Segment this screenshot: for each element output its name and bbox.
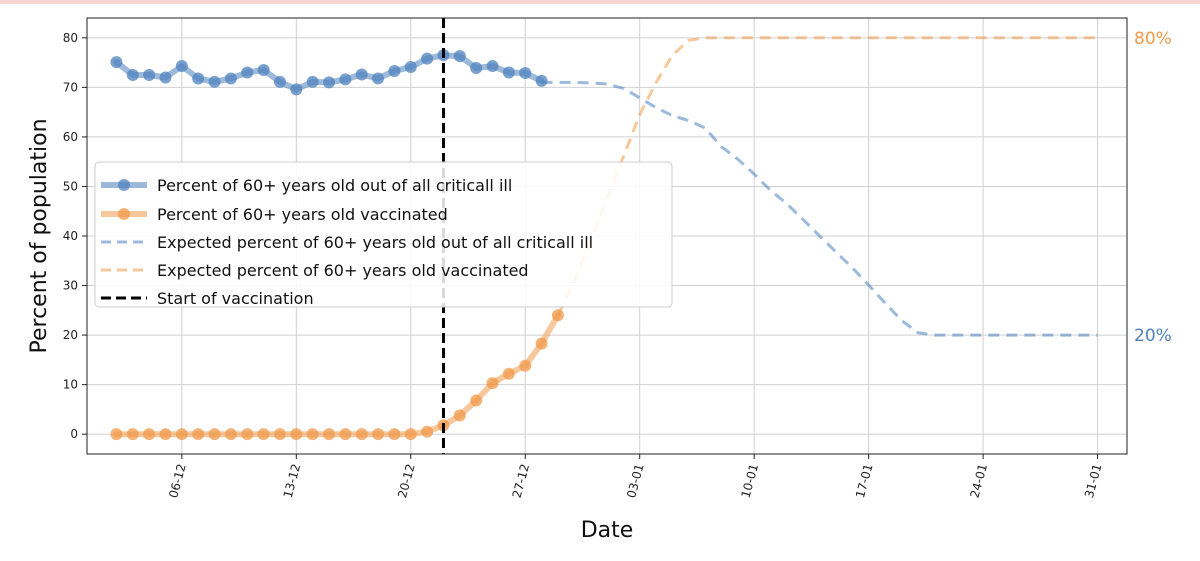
data-point [208, 428, 221, 441]
data-point [175, 60, 188, 73]
data-point [208, 75, 221, 88]
data-point [290, 428, 303, 441]
x-axis-title: Date [581, 518, 634, 543]
data-point [241, 428, 254, 441]
y-axis-ticks: 0 10 20 30 40 50 60 70 80 [63, 31, 87, 441]
data-point [421, 52, 434, 65]
data-point [306, 428, 319, 441]
x-tick-label: 03-01 [624, 462, 647, 499]
x-tick-label: 24-01 [968, 462, 991, 499]
data-point [535, 74, 548, 87]
x-tick-label: 27-12 [510, 462, 533, 499]
data-point [241, 66, 254, 79]
data-point [470, 394, 483, 407]
legend-marker [118, 208, 130, 220]
top-strip [0, 0, 1200, 4]
right-annotation-label: 80% [1134, 29, 1172, 49]
x-tick-label: 31-01 [1082, 462, 1105, 499]
data-point [143, 68, 156, 81]
legend-label: Expected percent of 60+ years old out of… [157, 233, 593, 252]
data-point [224, 428, 237, 441]
y-tick-label: 40 [63, 229, 78, 243]
data-point [143, 428, 156, 441]
data-point [486, 377, 499, 390]
series-line-expected [556, 36, 1098, 316]
data-point [355, 428, 368, 441]
x-tick-label: 06-12 [166, 462, 189, 499]
data-point [372, 72, 385, 85]
x-tick-label: 17-01 [853, 462, 876, 499]
x-tick-label: 10-01 [739, 462, 762, 499]
data-point [126, 68, 139, 81]
legend-box [94, 161, 673, 308]
data-point [470, 62, 483, 75]
data-point [110, 56, 123, 69]
data-point [159, 71, 172, 84]
data-point [323, 76, 336, 89]
data-point [159, 428, 172, 441]
right-annotations: 80% 20% [1134, 29, 1172, 346]
data-point [110, 428, 123, 441]
data-point [535, 337, 548, 350]
data-point [502, 367, 515, 380]
series-layer [110, 18, 1098, 454]
data-point [175, 428, 188, 441]
series-line [113, 312, 561, 438]
data-point [519, 359, 532, 372]
plot-frame [86, 17, 1128, 455]
data-point [339, 428, 352, 441]
data-point [519, 66, 532, 79]
data-point [372, 428, 385, 441]
data-point [421, 425, 434, 438]
y-tick-label: 20 [63, 328, 78, 342]
y-tick-label: 70 [63, 80, 78, 94]
data-point [323, 428, 336, 441]
data-point [404, 61, 417, 74]
y-tick-label: 80 [63, 31, 78, 45]
data-point [388, 65, 401, 78]
data-point [126, 428, 139, 441]
data-point [486, 60, 499, 73]
y-tick-label: 30 [63, 279, 78, 293]
data-point [257, 428, 270, 441]
x-tick-label: 20-12 [395, 462, 418, 499]
data-point [551, 309, 564, 322]
data-point [453, 409, 466, 422]
x-axis-ticks: 06-12 13-12 20-12 27-12 03-01 10-01 17-01 24-01… [166, 454, 1105, 500]
data-point [306, 75, 319, 88]
data-point [273, 75, 286, 88]
y-tick-label: 50 [63, 179, 78, 193]
data-point [453, 50, 466, 63]
data-point [192, 72, 205, 85]
data-point [273, 428, 286, 441]
y-tick-label: 60 [63, 130, 78, 144]
y-tick-label: 10 [63, 378, 78, 392]
right-annotation-label: 20% [1134, 326, 1172, 346]
data-point [290, 83, 303, 96]
data-point [339, 73, 352, 86]
data-point [355, 68, 368, 81]
series-line-expected [541, 80, 1098, 337]
x-tick-label: 13-12 [281, 462, 304, 499]
legend-label: Percent of 60+ years old vaccinated [157, 205, 448, 224]
data-point [404, 428, 417, 441]
data-point [502, 66, 515, 79]
y-tick-label: 0 [70, 427, 78, 441]
legend-marker [118, 179, 130, 191]
legend-label: Percent of 60+ years old out of all crit… [157, 176, 512, 195]
data-point [257, 64, 270, 77]
data-point [192, 428, 205, 441]
data-point [388, 428, 401, 441]
data-point [224, 72, 237, 85]
legend: Percent of 60+ years old out of all crit… [94, 161, 673, 308]
legend-label: Start of vaccination [157, 289, 314, 308]
legend-label: Expected percent of 60+ years old vaccin… [157, 261, 529, 280]
y-axis-title: Percent of population [27, 118, 52, 353]
